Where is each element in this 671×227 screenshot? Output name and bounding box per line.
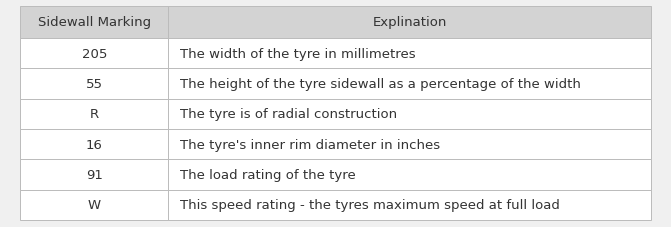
Text: W: W <box>88 199 101 212</box>
Text: The tyre is of radial construction: The tyre is of radial construction <box>180 108 397 121</box>
Bar <box>168 99 651 129</box>
Text: Explination: Explination <box>372 16 447 29</box>
Text: The tyre's inner rim diameter in inches: The tyre's inner rim diameter in inches <box>180 138 441 151</box>
Bar <box>168 129 651 160</box>
Bar <box>168 7 651 39</box>
Bar <box>20 129 168 160</box>
Bar <box>168 160 651 190</box>
Text: Sidewall Marking: Sidewall Marking <box>38 16 151 29</box>
Bar <box>20 190 168 220</box>
Bar <box>20 39 168 69</box>
Bar <box>168 190 651 220</box>
Bar <box>20 69 168 99</box>
Text: 16: 16 <box>86 138 103 151</box>
Text: This speed rating - the tyres maximum speed at full load: This speed rating - the tyres maximum sp… <box>180 199 560 212</box>
Bar <box>168 69 651 99</box>
Text: 205: 205 <box>82 47 107 60</box>
Text: The load rating of the tyre: The load rating of the tyre <box>180 168 356 181</box>
Text: 55: 55 <box>86 78 103 91</box>
Bar <box>168 39 651 69</box>
Text: 91: 91 <box>86 168 103 181</box>
Text: The height of the tyre sidewall as a percentage of the width: The height of the tyre sidewall as a per… <box>180 78 581 91</box>
Bar <box>20 160 168 190</box>
Bar <box>20 7 168 39</box>
Text: R: R <box>90 108 99 121</box>
Bar <box>20 99 168 129</box>
Text: The width of the tyre in millimetres: The width of the tyre in millimetres <box>180 47 416 60</box>
